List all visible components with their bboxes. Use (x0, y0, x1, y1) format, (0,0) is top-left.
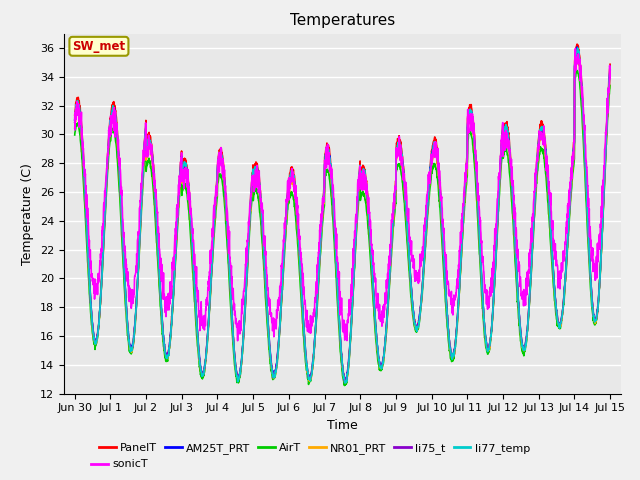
li77_temp (559, 305, 567, 311)
sonicT (71, 114, 79, 120)
AirT (573, 68, 580, 73)
sonicT (358, 178, 365, 183)
sonicT (220, 177, 228, 182)
PanelT (573, 41, 581, 47)
Line: li75_t: li75_t (75, 52, 610, 383)
li75_t (606, 68, 614, 73)
PanelT (559, 305, 567, 311)
li77_temp (574, 45, 582, 51)
li77_temp (71, 117, 79, 123)
AM25T_PRT (574, 50, 582, 56)
li77_temp (370, 290, 378, 296)
AirT (606, 83, 614, 88)
AM25T_PRT (606, 64, 614, 70)
Line: sonicT: sonicT (75, 48, 610, 341)
li77_temp (606, 67, 614, 73)
AirT (358, 191, 365, 197)
AM25T_PRT (71, 117, 79, 123)
AirT (220, 194, 228, 200)
NR01_PRT (498, 144, 506, 150)
Line: PanelT: PanelT (75, 44, 610, 383)
sonicT (606, 75, 614, 81)
Line: li77_temp: li77_temp (75, 48, 610, 383)
PanelT (370, 288, 378, 294)
li75_t (559, 307, 567, 312)
PanelT (574, 44, 582, 50)
X-axis label: Time: Time (327, 419, 358, 432)
AM25T_PRT (358, 172, 365, 178)
Line: NR01_PRT: NR01_PRT (75, 58, 610, 383)
PanelT (606, 61, 614, 67)
li75_t (71, 120, 79, 125)
Y-axis label: Temperature (C): Temperature (C) (22, 163, 35, 264)
NR01_PRT (573, 55, 581, 60)
li77_temp (220, 172, 228, 178)
li77_temp (341, 380, 349, 386)
AM25T_PRT (370, 289, 378, 295)
NR01_PRT (220, 180, 228, 186)
AirT (370, 303, 378, 309)
AirT (498, 153, 506, 159)
li75_t (358, 176, 365, 182)
AM25T_PRT (498, 139, 506, 144)
li77_temp (498, 137, 506, 143)
AM25T_PRT (573, 44, 581, 50)
li77_temp (358, 171, 365, 177)
Line: AirT: AirT (75, 71, 610, 385)
PanelT (340, 380, 348, 385)
li75_t (341, 380, 349, 385)
NR01_PRT (370, 293, 378, 299)
AirT (574, 71, 582, 76)
sonicT (572, 46, 579, 51)
Line: AM25T_PRT: AM25T_PRT (75, 47, 610, 381)
Text: SW_met: SW_met (72, 40, 125, 53)
PanelT (71, 112, 79, 118)
sonicT (370, 260, 378, 265)
AM25T_PRT (342, 378, 350, 384)
NR01_PRT (574, 57, 582, 62)
NR01_PRT (358, 181, 365, 187)
li75_t (498, 141, 506, 146)
li75_t (370, 291, 378, 297)
sonicT (498, 135, 506, 141)
NR01_PRT (71, 125, 79, 131)
PanelT (220, 168, 228, 174)
li77_temp (574, 48, 582, 53)
li75_t (573, 49, 580, 55)
AM25T_PRT (559, 304, 567, 310)
AirT (340, 383, 348, 388)
Title: Temperatures: Temperatures (290, 13, 395, 28)
sonicT (559, 254, 567, 260)
AirT (71, 132, 79, 138)
Legend: sonicT: sonicT (87, 455, 152, 474)
NR01_PRT (559, 304, 567, 310)
PanelT (498, 131, 506, 136)
PanelT (358, 168, 365, 174)
li75_t (574, 52, 582, 58)
NR01_PRT (606, 70, 614, 76)
sonicT (574, 60, 582, 65)
NR01_PRT (342, 380, 349, 385)
AM25T_PRT (220, 172, 228, 178)
sonicT (234, 338, 241, 344)
li75_t (220, 174, 228, 180)
AirT (559, 307, 567, 312)
